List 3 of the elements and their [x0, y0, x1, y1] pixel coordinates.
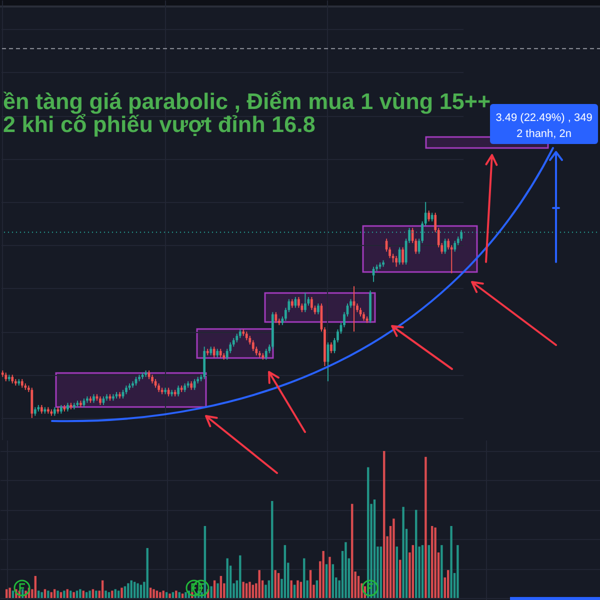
text: 2 thanh, 2n [516, 128, 572, 140]
text: ền tàng giá parabolic , Điểm mua 1 vùng 15++ [3, 89, 491, 114]
text: 3.49 (22.49%) , 349 [496, 112, 592, 124]
